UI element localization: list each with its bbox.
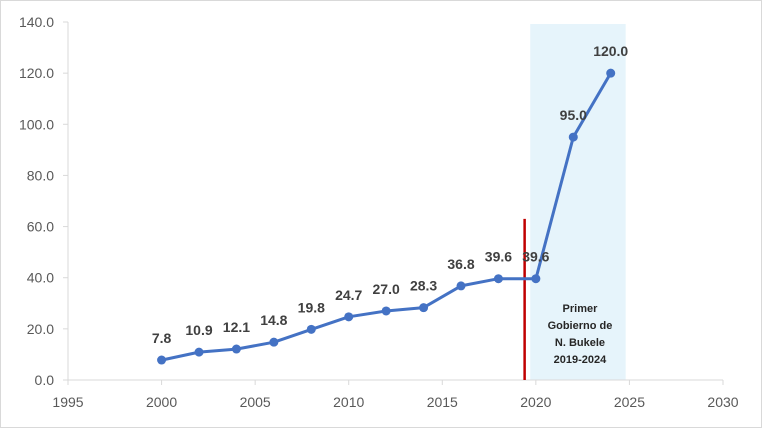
band-annotation: Primer Gobierno de N. Bukele 2019-2024 [548,303,613,366]
x-tick-label: 2015 [427,394,458,410]
data-point [531,274,541,284]
data-label: 39.6 [522,249,549,265]
chart-axes: 0.0 20.0 40.0 60.0 80.0 100.0 120.0 140.0 1995 20… [19,14,739,410]
data-point [606,68,616,78]
data-label: 19.8 [298,299,325,315]
series-group [157,68,616,365]
x-tick-label: 2000 [146,394,177,410]
highlight-band-rect [530,24,626,380]
y-tick-label: 0.0 [35,372,55,388]
y-tick-label: 140.0 [19,14,54,30]
data-label: 10.9 [185,322,212,338]
x-tick-label: 1995 [52,394,83,410]
data-point [306,324,316,334]
data-label: 95.0 [560,107,587,123]
data-point [194,347,204,357]
y-tick-label: 80.0 [27,167,54,183]
band-annotation-line: N. Bukele [555,337,605,349]
y-tick-label: 60.0 [27,219,54,235]
y-tick-label: 120.0 [19,65,54,81]
y-tick-label: 20.0 [27,321,54,337]
x-tick-label: 2020 [520,394,551,410]
data-point [269,337,279,347]
data-point [231,344,241,354]
data-label: 14.8 [260,312,287,328]
x-tick-label: 2005 [240,394,271,410]
y-tick-label: 40.0 [27,270,54,286]
y-tick-label: 100.0 [19,116,54,132]
data-label: 24.7 [335,287,362,303]
data-label: 120.0 [593,43,628,59]
data-label: 28.3 [410,278,437,294]
x-tick-label: 2025 [614,394,645,410]
data-point [381,306,391,316]
data-point [456,281,466,291]
x-tick-label: 2010 [333,394,364,410]
x-tick-label: 2030 [707,394,738,410]
data-labels: 7.8 10.9 12.1 14.8 19.8 24.7 27.0 28.3 36.8 39.6 3… [152,43,629,346]
data-label: 39.6 [485,249,512,265]
band-annotation-line: 2019-2024 [554,354,607,366]
data-point [419,303,429,313]
data-label: 7.8 [152,330,172,346]
government-period-band [530,24,626,380]
data-point [568,132,578,142]
band-annotation-line: Gobierno de [548,320,613,332]
band-annotation-line: Primer [563,303,599,315]
data-label: 12.1 [223,319,250,335]
data-point [344,312,354,322]
data-label: 36.8 [447,256,474,272]
data-label: 27.0 [373,281,400,297]
data-point [493,274,503,284]
data-point [157,355,167,365]
